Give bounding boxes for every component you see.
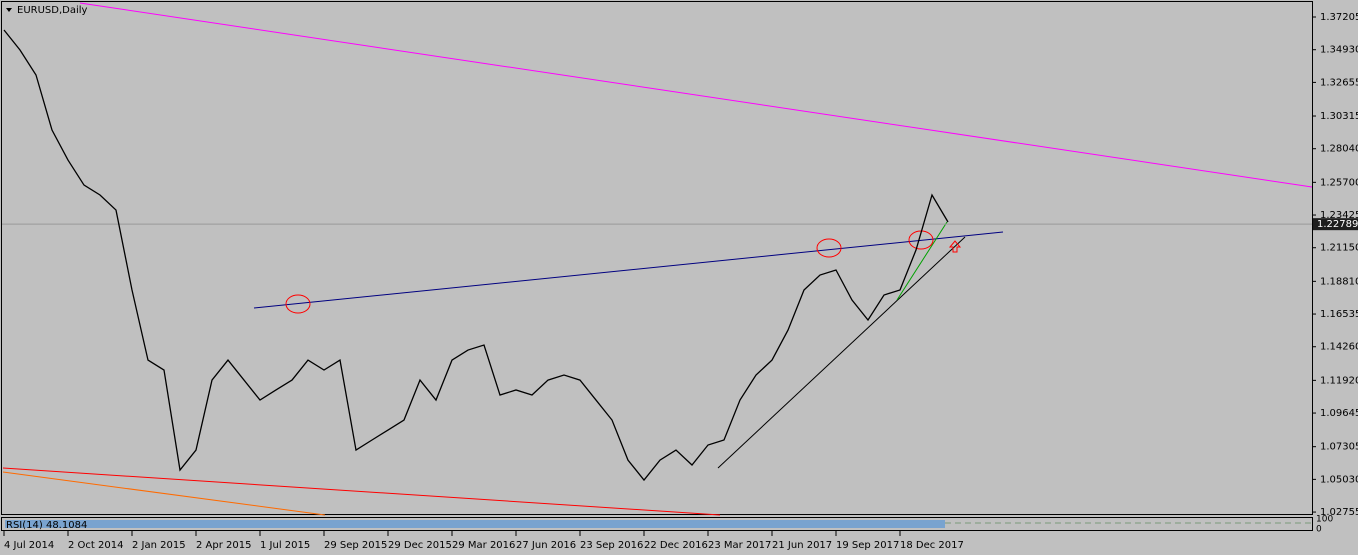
- rsi-label: RSI(14) 48.1084: [6, 520, 87, 531]
- arrow-marker: [948, 240, 962, 253]
- x-tick-label: 27 Jun 2016: [516, 540, 576, 551]
- x-tick-label: 18 Dec 2017: [900, 540, 964, 551]
- rsi-tick-label: 100: [1316, 515, 1333, 525]
- menu-arrow: [6, 8, 12, 12]
- x-tick-label: 19 Sep 2017: [836, 540, 899, 551]
- x-tick-label: 2 Oct 2014: [68, 540, 123, 551]
- x-tick-label: 1 Jul 2015: [260, 540, 310, 551]
- y-tick-label: 1.07305: [1320, 442, 1358, 453]
- rsi-tick-label: 0: [1316, 525, 1322, 535]
- y-tick-label: 1.21150: [1320, 243, 1358, 254]
- y-tick-label: 1.14260: [1320, 342, 1358, 353]
- y-tick-label: 1.28040: [1320, 144, 1358, 155]
- y-tick-label: 1.32655: [1320, 77, 1358, 88]
- y-tick-label: 1.23425: [1320, 210, 1358, 221]
- trendline: [717, 236, 966, 469]
- x-tick-label: 29 Mar 2016: [452, 540, 515, 551]
- y-tick-label: 1.02755: [1320, 507, 1358, 518]
- y-tick-label: 1.11920: [1320, 375, 1358, 386]
- y-tick-label: 1.25700: [1320, 177, 1358, 188]
- y-tick-label: 1.34930: [1320, 45, 1358, 56]
- x-tick-label: 23 Sep 2016: [580, 540, 643, 551]
- trendline: [2, 467, 721, 516]
- x-tick-label: 23 Mar 2017: [708, 540, 771, 551]
- rsi-frame: [1, 517, 1313, 531]
- trendline: [253, 231, 1004, 309]
- y-tick-label: 1.37205: [1320, 12, 1358, 23]
- marker-circle: [285, 294, 311, 314]
- y-tick-label: 1.09645: [1320, 408, 1358, 419]
- trendline: [2, 471, 326, 516]
- y-tick-label: 1.05030: [1320, 474, 1358, 485]
- current-price-label: 1.22789: [1317, 219, 1358, 230]
- x-tick-label: 2 Apr 2015: [196, 540, 251, 551]
- x-tick-label: 21 Jun 2017: [772, 540, 832, 551]
- plot-frame: [1, 1, 1313, 515]
- current-price-box: [1313, 218, 1358, 231]
- y-tick-label: 1.30315: [1320, 111, 1358, 122]
- chart-title: EURUSD,Daily: [17, 5, 88, 16]
- x-tick-label: 29 Sep 2015: [324, 540, 387, 551]
- x-tick-label: 4 Jul 2014: [4, 540, 54, 551]
- marker-circle: [816, 238, 842, 258]
- x-tick-label: 2 Jan 2015: [132, 540, 186, 551]
- y-tick-label: 1.18810: [1320, 276, 1358, 287]
- x-tick-label: 22 Dec 2016: [644, 540, 708, 551]
- trendline: [896, 221, 948, 301]
- trendline: [79, 2, 1313, 188]
- x-tick-label: 29 Dec 2015: [388, 540, 452, 551]
- rsi-line: [5, 520, 945, 528]
- price-line: [3, 29, 949, 482]
- y-tick-label: 1.16535: [1320, 309, 1358, 320]
